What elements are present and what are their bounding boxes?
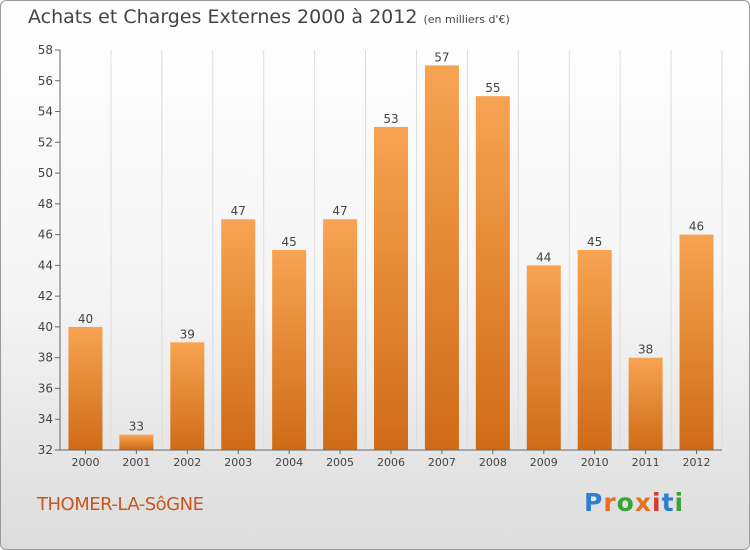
- bar-2010: [577, 250, 612, 450]
- x-tick-label-2006: 2006: [377, 456, 405, 469]
- data-label-2010: 45: [587, 235, 602, 249]
- x-tick-label-2001: 2001: [122, 456, 150, 469]
- bars: [68, 65, 714, 451]
- y-tick-label: 32: [38, 443, 53, 457]
- x-tick-label-2005: 2005: [326, 456, 354, 469]
- y-tick-label: 34: [38, 412, 53, 426]
- x-tick-label-2000: 2000: [71, 456, 99, 469]
- data-label-2009: 44: [536, 250, 551, 264]
- bar-2002: [170, 342, 205, 450]
- data-label-2005: 47: [332, 204, 347, 218]
- x-tick-label-2002: 2002: [173, 456, 201, 469]
- data-label-2001: 33: [129, 420, 144, 434]
- x-tick-label-2007: 2007: [428, 456, 456, 469]
- y-tick-label: 40: [38, 320, 53, 334]
- logo-letter: i: [652, 488, 662, 517]
- chart-title: Achats et Charges Externes 2000 à 2012 (e…: [28, 6, 510, 28]
- data-label-2008: 55: [485, 81, 500, 95]
- y-tick-label: 46: [38, 228, 53, 242]
- data-label-2004: 45: [282, 235, 297, 249]
- data-label-2006: 53: [383, 112, 398, 126]
- bar-2011: [628, 357, 663, 450]
- bar-2000: [68, 326, 103, 450]
- data-labels: 40 33 39 47 45 47 53 57 55 44 45 38 46: [78, 50, 704, 433]
- y-tick-label: 48: [38, 197, 53, 211]
- y-tick-label: 50: [38, 166, 53, 180]
- logo-letter: x: [634, 488, 652, 517]
- y-tick-label: 36: [38, 381, 53, 395]
- axes: 32 34 36 38 40 42 44 46 48 50 52 54 56 58 2000 2001 2002…: [38, 43, 722, 469]
- y-tick-label: 56: [38, 74, 53, 88]
- x-tick-label-2011: 2011: [632, 456, 660, 469]
- x-tick-label-2004: 2004: [275, 456, 303, 469]
- bar-2007: [424, 65, 459, 450]
- data-label-2000: 40: [78, 312, 93, 326]
- y-tick-label: 42: [38, 289, 53, 303]
- data-label-2002: 39: [180, 327, 195, 341]
- logo-letter: r: [603, 488, 617, 517]
- bar-2001: [119, 434, 154, 450]
- data-label-2003: 47: [231, 204, 246, 218]
- bar-2003: [221, 219, 256, 450]
- logo-letter: i: [674, 488, 685, 517]
- logo-letter: t: [661, 488, 675, 517]
- data-label-2011: 38: [638, 343, 653, 357]
- y-tick-label: 38: [38, 351, 53, 365]
- data-label-2012: 46: [689, 220, 704, 234]
- title-text: Achats et Charges Externes 2000 à 2012: [28, 6, 418, 28]
- logo-letter: o: [616, 488, 635, 517]
- y-tick-label: 44: [38, 258, 53, 272]
- x-tick-label-2008: 2008: [479, 456, 507, 469]
- y-tick-label: 54: [38, 105, 53, 119]
- x-tick-label-2012: 2012: [683, 456, 711, 469]
- place-name: THOMER-LA-SôGNE: [37, 494, 204, 515]
- x-tick-label-2009: 2009: [530, 456, 558, 469]
- chart-subtitle: (en milliers d'€): [423, 13, 510, 26]
- bar-2008: [475, 96, 510, 451]
- bar-2004: [272, 250, 307, 450]
- data-label-2007: 57: [434, 50, 449, 64]
- bar-2006: [374, 126, 408, 450]
- x-tick-label-2010: 2010: [581, 456, 609, 469]
- grid-lines: [59, 50, 723, 450]
- bar-2009: [526, 265, 561, 450]
- bar-2005: [323, 219, 358, 450]
- y-tick-label: 58: [38, 43, 53, 57]
- y-tick-label: 52: [38, 135, 53, 149]
- proxiti-logo: Proxiti: [584, 488, 684, 517]
- bar-2012: [679, 234, 714, 450]
- x-tick-label-2003: 2003: [224, 456, 252, 469]
- logo-letter: P: [584, 488, 604, 517]
